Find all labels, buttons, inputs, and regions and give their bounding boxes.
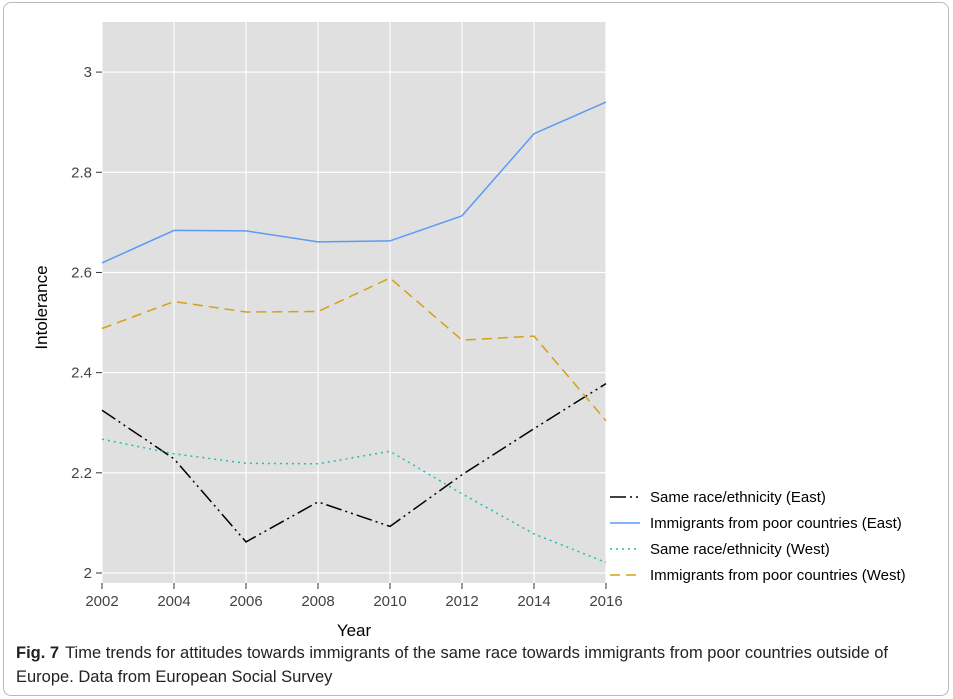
y-tick-label: 3 xyxy=(84,64,92,81)
y-tick-label: 2.8 xyxy=(71,164,92,181)
y-tick-label: 2.2 xyxy=(71,465,92,482)
figure-caption: Fig. 7 Time trends for attitudes towards … xyxy=(16,641,936,689)
legend-label-4: Immigrants from poor countries (West) xyxy=(650,567,906,584)
x-tick-label: 2016 xyxy=(589,593,622,610)
x-tick-label: 2014 xyxy=(517,593,550,610)
x-tick-label: 2010 xyxy=(373,593,406,610)
legend: Same race/ethnicity (East) Immigrants fro… xyxy=(610,489,906,584)
series-line-4 xyxy=(101,277,607,422)
x-tick-label: 2006 xyxy=(229,593,262,610)
series-line-2 xyxy=(101,101,607,264)
line-chart: 2 2.2 2.4 2.6 2.8 3 2002 2004 2006 2008 2010 2012 20… xyxy=(32,22,906,640)
x-tick-label: 2012 xyxy=(445,593,478,610)
y-tick-label: 2.4 xyxy=(71,365,92,382)
y-axis-title: Intolerance xyxy=(32,265,51,349)
y-tick-label: 2.6 xyxy=(71,264,92,281)
x-tick-label: 2008 xyxy=(301,593,334,610)
axes: 2 2.2 2.4 2.6 2.8 3 2002 2004 2006 2008 2010 2012 20… xyxy=(71,64,623,610)
y-tick-label: 2 xyxy=(84,565,92,582)
caption-text: Time trends for attitudes towards immigr… xyxy=(16,644,888,686)
series-line-1 xyxy=(101,382,607,543)
series-line-3 xyxy=(101,438,607,564)
x-tick-label: 2002 xyxy=(85,593,118,610)
x-tick-label: 2004 xyxy=(157,593,190,610)
legend-label-3: Same race/ethnicity (West) xyxy=(650,541,830,558)
x-axis-title: Year xyxy=(337,621,372,640)
figure-frame xyxy=(3,2,949,696)
legend-label-2: Immigrants from poor countries (East) xyxy=(650,515,902,532)
legend-label-1: Same race/ethnicity (East) xyxy=(650,489,826,506)
figure-label: Fig. 7 xyxy=(16,644,60,662)
series-lines xyxy=(101,101,607,564)
